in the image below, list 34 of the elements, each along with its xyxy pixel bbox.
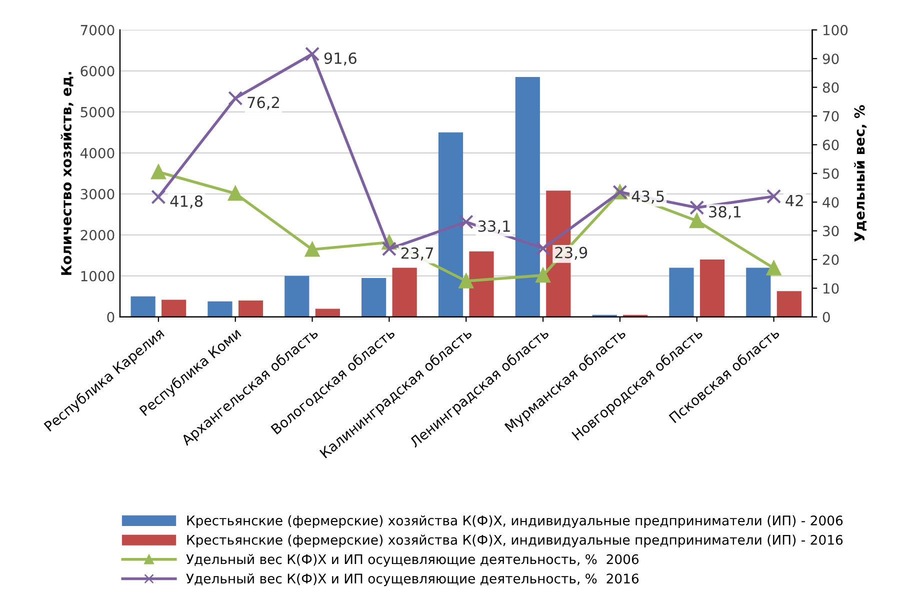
legend-label: Удельный вес К(Ф)Х и ИП осущевляющие деятельность, % 2006 <box>186 554 639 567</box>
y2-tick-label: 60 <box>822 140 839 150</box>
y-tick-label: 5000 <box>80 106 114 118</box>
data-label: 23,7 <box>401 247 434 260</box>
y-tick-label: 3000 <box>80 188 114 200</box>
data-label: 91,6 <box>324 52 356 66</box>
data-label: 43,5 <box>632 190 664 204</box>
y-tick-label: 7000 <box>80 24 114 36</box>
data-label: 33,1 <box>478 220 510 234</box>
data-label: 23,9 <box>555 246 588 260</box>
data-label: 42 <box>786 194 803 206</box>
y-tick-label: 6000 <box>80 66 114 76</box>
y-tick-label: 0 <box>107 312 114 322</box>
y2-tick-label: 50 <box>823 168 839 179</box>
data-label: 76,2 <box>248 96 279 110</box>
y2-tick-label: 40 <box>822 197 839 208</box>
data-label: 38,1 <box>709 206 741 220</box>
y2-tick-label: 80 <box>822 82 839 93</box>
y-tick-label: 2000 <box>80 230 114 240</box>
y2-tick-label: 20 <box>822 254 839 266</box>
y2-tick-label: 100 <box>823 24 848 36</box>
y-axis-title: Количество хозяйств, ед. <box>60 72 74 275</box>
y2-tick-label: 10 <box>823 283 839 294</box>
legend-label: Удельный вес К(Ф)Х и ИП осущевляющие деятельность, % 2016 <box>186 573 639 586</box>
y-tick-label: 1000 <box>81 270 114 282</box>
data-label: 41,8 <box>170 195 203 209</box>
y2-tick-label: 90 <box>822 54 839 64</box>
y2-axis-title: Удельный вес, % <box>854 105 867 242</box>
y2-tick-label: 70 <box>823 110 839 122</box>
y2-tick-label: 30 <box>823 226 839 236</box>
y2-tick-label: 0 <box>822 312 830 322</box>
legend-label: Крестьянские (фермерские) хозяйства К(Ф)Х, индивидуальные предприниматели (ИП) - 2016 <box>187 534 843 548</box>
legend-label: Крестьянские (фермерские) хозяйства К(Ф)Х, индивидуальные предприниматели (ИП) - 2006 <box>187 515 843 528</box>
y-tick-label: 4000 <box>80 148 114 158</box>
